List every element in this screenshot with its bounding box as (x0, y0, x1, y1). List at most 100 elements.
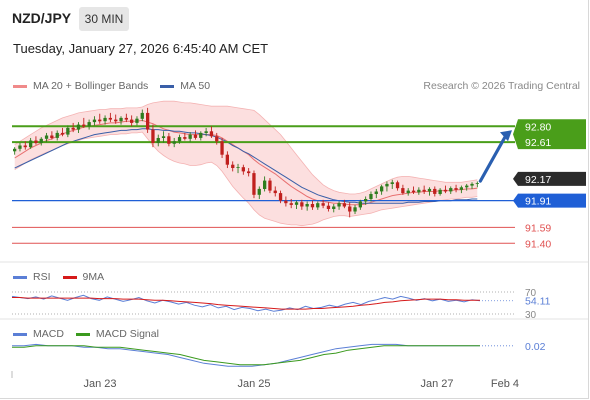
candle-body (231, 164, 235, 168)
candle-body (273, 190, 277, 194)
candle-body (417, 189, 421, 193)
rsi-swatch (13, 275, 27, 279)
ma50-swatch (160, 84, 175, 88)
candle-body (332, 206, 336, 209)
candle-body (247, 171, 251, 174)
candle-body (220, 141, 224, 155)
candle-body (172, 141, 176, 144)
candle-body (39, 138, 43, 143)
candle-body (44, 135, 49, 139)
candle-body (188, 134, 192, 139)
candle-body (406, 190, 410, 194)
macd-swatch (13, 332, 27, 336)
price-legend: MA 20 + Bollinger Bands MA 50 (13, 80, 210, 92)
candle-body (454, 188, 458, 190)
candle-body (204, 131, 208, 133)
rsi-legend: RSI 9MA (13, 271, 104, 283)
candle-body (18, 145, 22, 149)
candle-body (348, 206, 352, 212)
candle-body (199, 132, 203, 138)
resistance-label-2: 92.61 (525, 137, 551, 149)
macd-legend-label: MACD (33, 328, 64, 340)
candle-body (82, 124, 86, 127)
resistance-label-1: 92.80 (525, 121, 551, 133)
candle-body (278, 193, 283, 201)
macd-legend: MACD MACD Signal (13, 328, 159, 340)
candle-body (29, 140, 33, 148)
candle-body (108, 117, 112, 120)
candle-body (119, 117, 123, 122)
candle-body (76, 124, 81, 130)
ma50-legend-label: MA 50 (180, 80, 211, 92)
x-tick-label: Jan 27 (420, 378, 453, 390)
rsi-legend-label: RSI (33, 271, 51, 283)
candle-body (300, 202, 304, 207)
candle-body (353, 207, 357, 212)
candle-body (103, 117, 107, 122)
candle-body (364, 199, 368, 202)
candle-body (465, 185, 469, 188)
candle-body (92, 119, 97, 123)
candle-body (411, 190, 416, 193)
candle-body (475, 183, 479, 184)
rsi-ma-legend-label: 9MA (82, 271, 105, 283)
candle-body (459, 187, 463, 190)
macd-signal-swatch (75, 332, 90, 336)
rsi-series-9ma (12, 297, 480, 310)
support-label-1: 91.59 (525, 222, 551, 234)
candle-body (23, 145, 27, 148)
candle-body (161, 136, 166, 138)
ma20-swatch (13, 84, 27, 88)
symbol-title: NZD/JPY (12, 10, 72, 26)
rsi-ma-swatch (62, 275, 77, 279)
candle-body (135, 118, 139, 123)
candle-body (443, 189, 448, 192)
provider-credit: Research © 2026 Trading Central (423, 80, 580, 92)
candle-body (71, 127, 75, 130)
candle-body (177, 137, 182, 142)
candle-body (470, 183, 474, 186)
candle-body (449, 188, 453, 192)
rsi-tick-label: 70 (525, 288, 537, 299)
candle-body (385, 183, 389, 187)
candle-body (241, 167, 245, 172)
candle-body (321, 203, 325, 206)
candle-body (342, 203, 346, 207)
candle-body (374, 191, 378, 194)
candle-body (13, 148, 17, 152)
bollinger-upper-line (14, 100, 478, 195)
candle-body (34, 140, 38, 143)
timeframe-badge[interactable]: 30 MIN (79, 7, 129, 31)
bollinger-band-area (14, 101, 478, 226)
candle-body (130, 119, 134, 123)
ma50-line (14, 128, 478, 204)
last-price-label-bg (513, 171, 586, 186)
last-price-label: 92.17 (525, 174, 551, 186)
candle-body (401, 188, 405, 194)
candle-body (50, 135, 54, 138)
candle-body (124, 117, 128, 120)
x-tick-label: Jan 23 (83, 378, 116, 390)
candle-body (316, 203, 320, 208)
candle-body (55, 132, 59, 138)
candle-body (263, 180, 267, 189)
candle-body (140, 112, 144, 119)
candle-body (310, 204, 315, 208)
support-label-2: 91.40 (525, 238, 551, 250)
candle-body (66, 127, 70, 135)
candle-body (114, 119, 118, 122)
candle-body (209, 131, 214, 137)
rsi-last-label: 54.11 (525, 296, 551, 308)
candle-body (156, 138, 160, 143)
rsi-tick-label: 30 (525, 310, 537, 321)
candle-body (390, 182, 394, 184)
x-tick-label: Feb 4 (491, 378, 519, 390)
candle-body (252, 173, 256, 195)
ma20-legend-label: MA 20 + Bollinger Bands (33, 80, 149, 92)
forecast-arrow-head (500, 130, 512, 142)
candle-body (326, 205, 331, 209)
candle-body (422, 189, 426, 192)
forecast-arrow (478, 133, 508, 183)
